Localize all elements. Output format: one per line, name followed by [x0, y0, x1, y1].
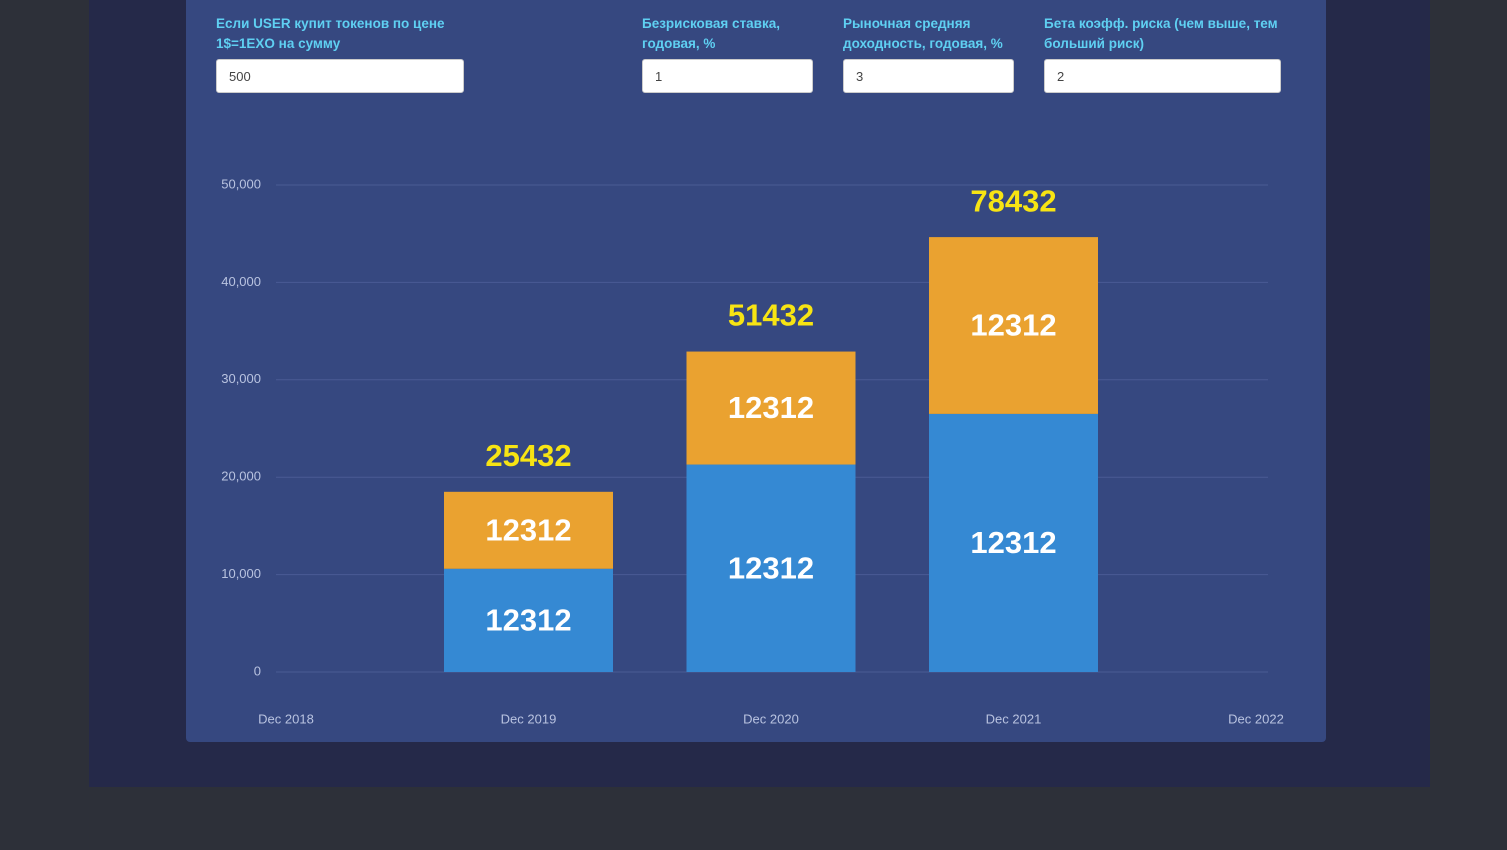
segment-label: 12312: [728, 550, 814, 585]
segment-label: 12312: [970, 308, 1056, 343]
field: Рыночная средняя доходность, годовая, %: [843, 14, 1014, 93]
bar-segment: [444, 568, 613, 672]
y-tick-label: 10,000: [221, 566, 261, 581]
amount-input[interactable]: [216, 59, 464, 93]
field-label: Рыночная средняя доходность, годовая, %: [843, 16, 1003, 51]
beta-input[interactable]: [1044, 59, 1281, 93]
segment-label: 12312: [485, 603, 571, 638]
x-tick-label: Dec 2020: [743, 711, 799, 726]
field-label: Бета коэфф. риска (чем выше, тем больший…: [1044, 16, 1278, 51]
field: Бета коэфф. риска (чем выше, тем больший…: [1044, 14, 1281, 93]
market-return-input[interactable]: [843, 59, 1014, 93]
segment-label: 12312: [970, 525, 1056, 560]
bar-segment: [929, 237, 1098, 414]
bar-segment: [686, 464, 856, 672]
y-tick-label: 50,000: [221, 176, 261, 191]
total-label: 25432: [485, 438, 571, 473]
risk-free-input[interactable]: [642, 59, 813, 93]
x-tick-label: Dec 2019: [501, 711, 557, 726]
x-tick-label: Dec 2021: [986, 711, 1042, 726]
y-tick-label: 0: [254, 663, 261, 678]
bar-segment: [444, 491, 613, 569]
field: Если USER купит токенов по цене 1$=1EXO …: [216, 14, 464, 93]
total-label: 51432: [728, 298, 814, 333]
y-tick-label: 40,000: [221, 274, 261, 289]
y-tick-label: 30,000: [221, 371, 261, 386]
y-tick-label: 20,000: [221, 469, 261, 484]
field-label: Если USER купит токенов по цене 1$=1EXO …: [216, 16, 445, 51]
field: Безрисковая ставка, годовая, %: [642, 14, 813, 93]
x-tick-label: Dec 2022: [1228, 711, 1284, 726]
bar-segment: [686, 351, 856, 465]
segment-label: 12312: [728, 390, 814, 425]
field-label: Безрисковая ставка, годовая, %: [642, 16, 780, 51]
bar-segment: [929, 413, 1098, 672]
segment-label: 12312: [485, 512, 571, 547]
total-label: 78432: [970, 183, 1056, 218]
x-tick-label: Dec 2018: [258, 711, 314, 726]
